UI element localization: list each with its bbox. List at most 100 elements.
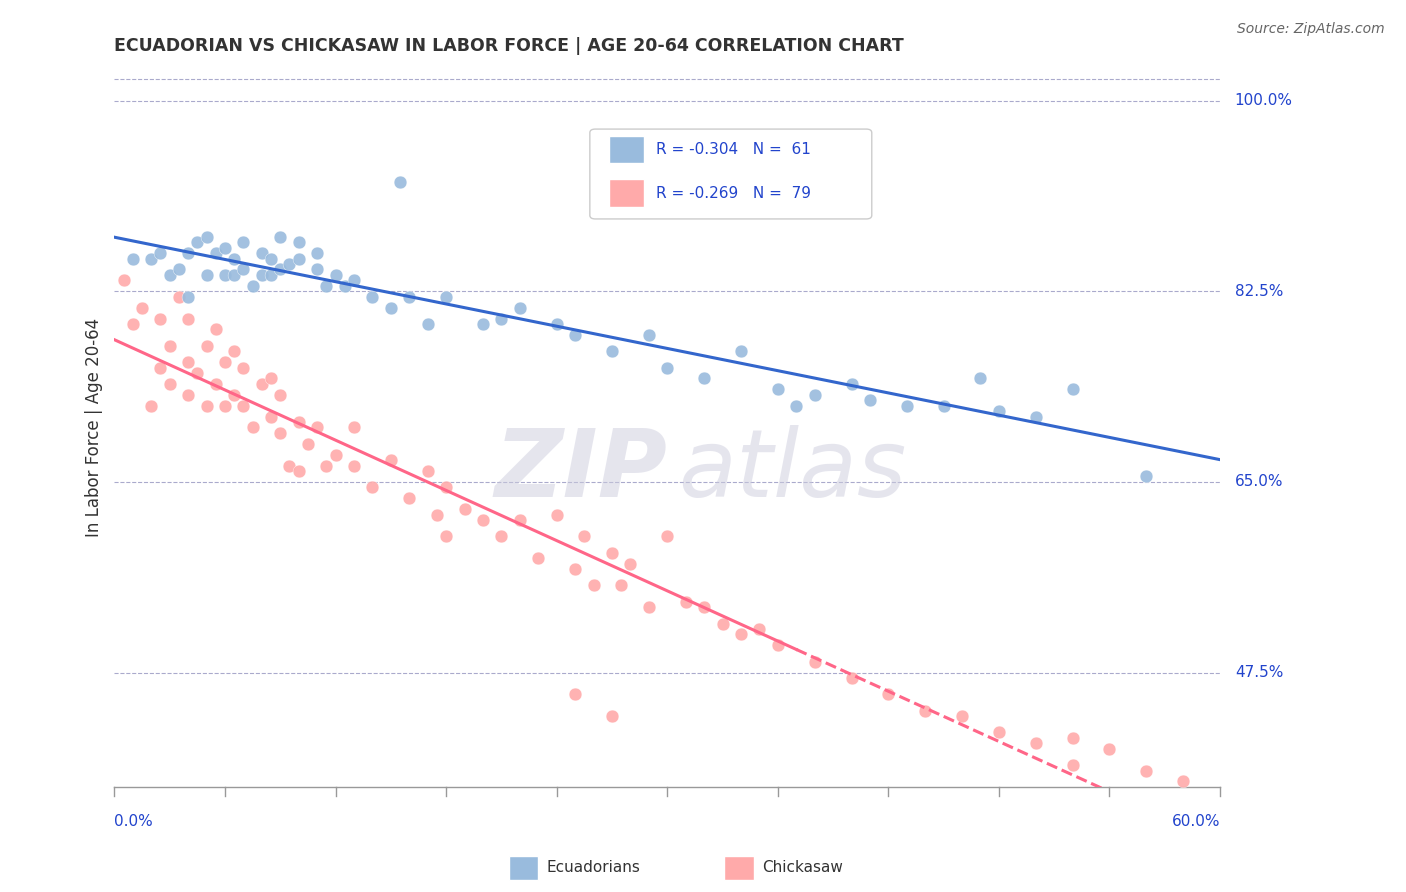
- Point: [380, 453, 402, 467]
- Point: [214, 399, 236, 413]
- Text: ECUADORIAN VS CHICKASAW IN LABOR FORCE | AGE 20-64 CORRELATION CHART: ECUADORIAN VS CHICKASAW IN LABOR FORCE |…: [114, 37, 904, 55]
- Point: [260, 252, 283, 266]
- Point: [361, 290, 384, 304]
- Point: [711, 616, 734, 631]
- Point: [141, 399, 163, 413]
- Point: [260, 268, 283, 282]
- Point: [987, 404, 1010, 418]
- Text: 60.0%: 60.0%: [1171, 814, 1220, 830]
- Point: [637, 327, 659, 342]
- Point: [315, 278, 337, 293]
- Point: [509, 513, 531, 527]
- Point: [204, 322, 226, 336]
- Point: [343, 420, 366, 434]
- Point: [398, 491, 420, 506]
- Point: [242, 278, 264, 293]
- Point: [675, 595, 697, 609]
- Point: [1173, 774, 1195, 789]
- Point: [730, 627, 752, 641]
- Text: 82.5%: 82.5%: [1234, 284, 1284, 299]
- Point: [564, 562, 586, 576]
- Point: [287, 252, 309, 266]
- Point: [841, 671, 863, 685]
- Text: 65.0%: 65.0%: [1234, 475, 1284, 490]
- Point: [195, 399, 218, 413]
- Point: [398, 290, 420, 304]
- Point: [177, 311, 200, 326]
- Point: [453, 502, 475, 516]
- Point: [527, 551, 550, 566]
- Point: [287, 415, 309, 429]
- Point: [177, 246, 200, 260]
- Point: [232, 262, 254, 277]
- Point: [693, 600, 716, 615]
- Text: ZIP: ZIP: [495, 425, 668, 516]
- Point: [730, 344, 752, 359]
- Point: [214, 355, 236, 369]
- Point: [232, 360, 254, 375]
- Point: [803, 388, 825, 402]
- Point: [564, 687, 586, 701]
- Point: [582, 578, 605, 592]
- Text: 0.0%: 0.0%: [114, 814, 153, 830]
- Point: [269, 388, 291, 402]
- Point: [785, 399, 807, 413]
- Point: [167, 262, 190, 277]
- Point: [232, 235, 254, 250]
- Point: [315, 458, 337, 473]
- Point: [380, 301, 402, 315]
- Text: Ecuadorians: Ecuadorians: [547, 861, 641, 875]
- Point: [149, 246, 172, 260]
- Point: [896, 399, 918, 413]
- Point: [204, 246, 226, 260]
- Point: [600, 709, 623, 723]
- Point: [657, 360, 679, 375]
- Text: R = -0.269   N =  79: R = -0.269 N = 79: [657, 186, 811, 201]
- Point: [159, 376, 181, 391]
- Point: [389, 175, 412, 189]
- Point: [333, 278, 356, 293]
- Point: [121, 317, 143, 331]
- Bar: [509, 856, 538, 880]
- Point: [325, 448, 347, 462]
- Point: [297, 437, 319, 451]
- Point: [121, 252, 143, 266]
- Bar: [724, 856, 754, 880]
- Text: Chickasaw: Chickasaw: [762, 861, 844, 875]
- Point: [766, 638, 789, 652]
- Point: [141, 252, 163, 266]
- Point: [224, 268, 246, 282]
- Point: [619, 557, 641, 571]
- Point: [471, 317, 494, 331]
- Point: [112, 273, 135, 287]
- Point: [693, 371, 716, 385]
- Point: [177, 290, 200, 304]
- Point: [307, 262, 329, 277]
- Point: [177, 355, 200, 369]
- Point: [1098, 741, 1121, 756]
- Y-axis label: In Labor Force | Age 20-64: In Labor Force | Age 20-64: [86, 318, 103, 537]
- Point: [426, 508, 449, 522]
- Point: [250, 376, 273, 391]
- Point: [214, 268, 236, 282]
- Point: [278, 257, 301, 271]
- Point: [1135, 469, 1157, 483]
- Point: [250, 246, 273, 260]
- Point: [204, 376, 226, 391]
- Point: [260, 371, 283, 385]
- Point: [491, 311, 513, 326]
- Point: [1062, 758, 1084, 772]
- Point: [950, 709, 973, 723]
- FancyBboxPatch shape: [609, 136, 644, 163]
- Point: [546, 317, 568, 331]
- Point: [434, 529, 457, 543]
- Point: [224, 344, 246, 359]
- Point: [149, 360, 172, 375]
- Point: [159, 339, 181, 353]
- Point: [214, 241, 236, 255]
- Point: [841, 376, 863, 391]
- Point: [224, 252, 246, 266]
- Point: [600, 546, 623, 560]
- Point: [509, 301, 531, 315]
- Point: [877, 687, 900, 701]
